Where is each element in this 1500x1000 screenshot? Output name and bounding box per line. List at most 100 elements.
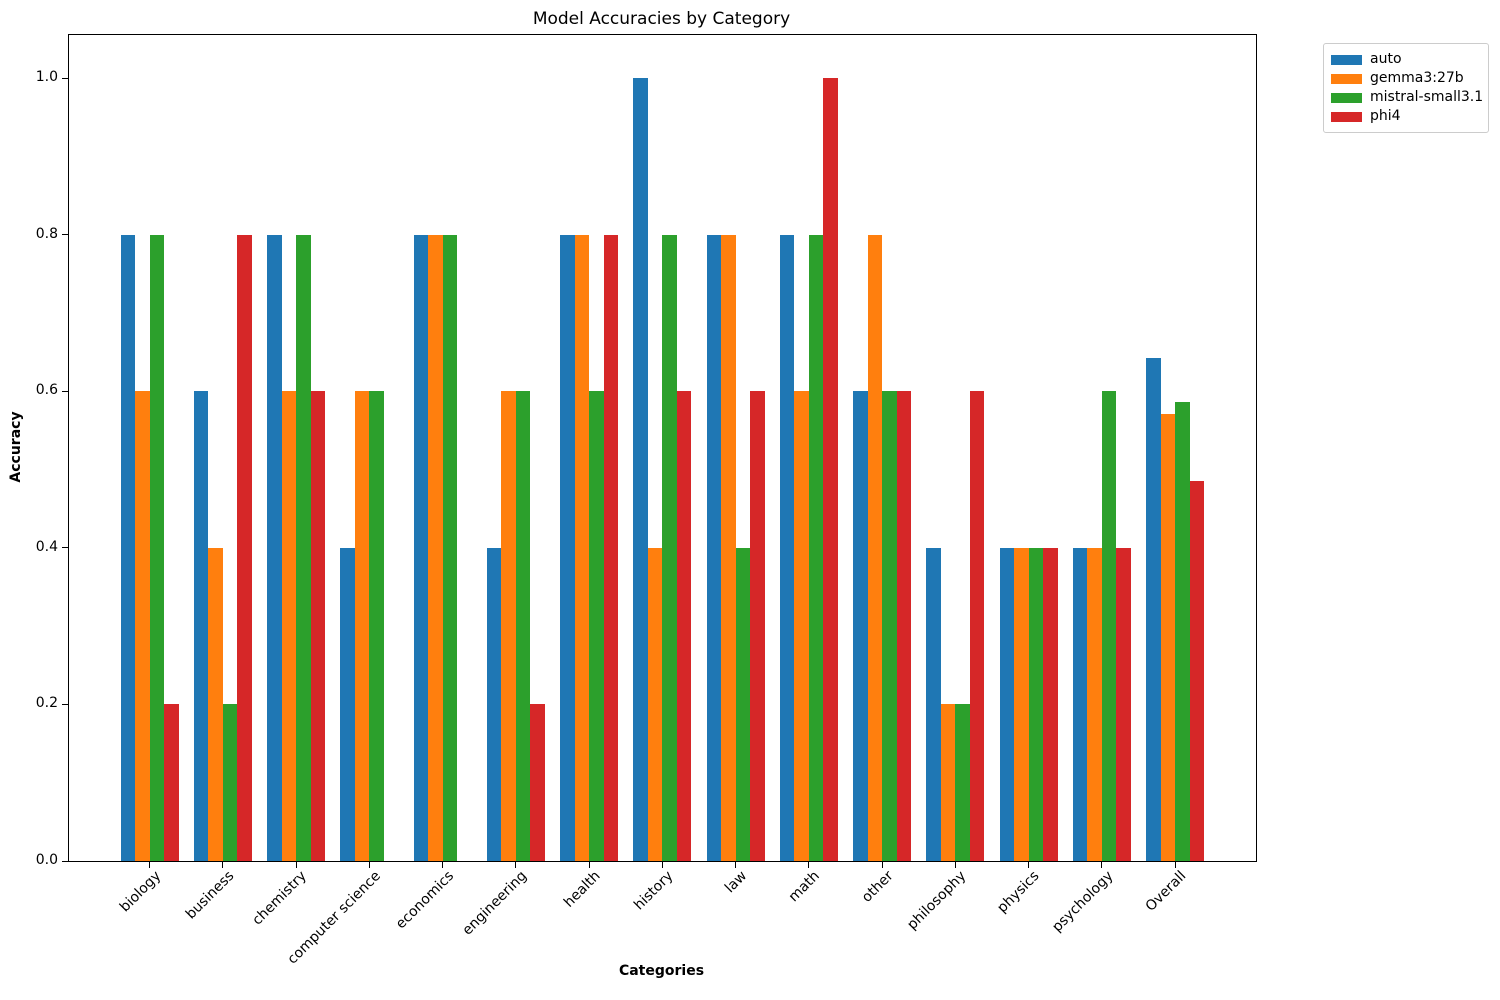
x-tick-mark <box>515 861 517 868</box>
bar-phi4 <box>969 391 985 861</box>
bar-auto <box>1072 547 1088 861</box>
bar-auto <box>633 78 648 861</box>
bar-phi4 <box>164 704 179 861</box>
bar-auto <box>340 547 355 861</box>
bar-gemma3:27b <box>208 547 223 861</box>
bar-group <box>120 35 179 861</box>
x-tick-label: engineering <box>459 868 531 939</box>
bar-gemma3:27b <box>428 234 443 861</box>
y-tick-mark <box>62 547 69 549</box>
y-axis-label: Accuracy <box>8 411 24 483</box>
y-tick-label: 1.0 <box>35 69 58 85</box>
bar-auto <box>560 234 575 861</box>
x-tick-mark <box>1101 861 1103 868</box>
x-tick-label: business <box>182 868 238 923</box>
x-tick-label: economics <box>392 868 457 933</box>
bar-phi4 <box>676 391 692 861</box>
bar-gemma3:27b <box>794 391 809 861</box>
bar-mistral-small3.1 <box>296 234 311 861</box>
bar-mistral-small3.1 <box>735 547 750 861</box>
legend-swatch-icon <box>1331 111 1362 122</box>
bar-group <box>1072 35 1131 861</box>
bar-mistral-small3.1 <box>1028 547 1043 861</box>
bar-group <box>340 35 398 861</box>
legend-label: mistral-small3.1 <box>1370 89 1484 105</box>
legend-item: auto <box>1331 50 1481 69</box>
bar-gemma3:27b <box>1160 413 1175 861</box>
legend-label: auto <box>1370 51 1402 67</box>
bar-gemma3:27b <box>940 704 956 861</box>
bar-auto <box>1146 357 1161 861</box>
bar-mistral-small3.1 <box>515 391 531 861</box>
bar-gemma3:27b <box>867 234 882 861</box>
bar-auto <box>926 547 941 861</box>
x-tick-label: other <box>858 868 897 906</box>
legend-item: gemma3:27b <box>1331 69 1481 88</box>
bar-group <box>706 35 765 861</box>
x-tick-mark <box>368 861 370 868</box>
bar-mistral-small3.1 <box>1175 402 1190 861</box>
x-tick-mark <box>588 861 590 868</box>
bar-mistral-small3.1 <box>955 704 970 861</box>
x-tick-label: psychology <box>1048 868 1117 936</box>
bar-gemma3:27b <box>1014 547 1029 861</box>
bar-mistral-small3.1 <box>808 234 824 861</box>
bar-gemma3:27b <box>1087 547 1102 861</box>
bar-gemma3:27b <box>135 391 150 861</box>
bar-auto <box>779 234 795 861</box>
bar-auto <box>706 234 721 861</box>
bar-gemma3:27b <box>721 234 736 861</box>
bar-mistral-small3.1 <box>1101 391 1117 861</box>
x-tick-mark <box>881 861 883 868</box>
bar-gemma3:27b <box>574 234 589 861</box>
x-tick-mark <box>222 861 224 868</box>
x-tick-label: history <box>631 868 677 914</box>
bar-auto <box>999 547 1014 861</box>
x-tick-label: physics <box>994 868 1043 917</box>
legend-swatch-icon <box>1331 92 1362 103</box>
bar-group <box>560 35 618 861</box>
x-tick-label: philosophy <box>904 868 970 934</box>
bar-auto <box>413 234 428 861</box>
x-tick-mark <box>735 861 736 868</box>
x-tick-mark <box>954 861 956 868</box>
chart-title: Model Accuracies by Category <box>532 9 791 29</box>
x-tick-label: biology <box>116 868 164 916</box>
bar-group <box>853 35 911 861</box>
bar-phi4 <box>1189 480 1204 861</box>
y-tick-mark <box>62 77 69 79</box>
bar-mistral-small3.1 <box>222 704 238 861</box>
legend-item: mistral-small3.1 <box>1331 88 1484 107</box>
y-tick-label: 0.6 <box>35 382 58 399</box>
bar-auto <box>193 391 209 861</box>
bar-phi4 <box>237 234 252 861</box>
x-tick-label: chemistry <box>249 868 311 929</box>
bar-gemma3:27b <box>647 547 663 861</box>
legend-swatch-icon <box>1331 73 1362 84</box>
bar-phi4 <box>310 391 325 861</box>
y-tick-mark <box>62 390 69 392</box>
bar-phi4 <box>823 78 838 861</box>
bar-gemma3:27b <box>501 391 516 861</box>
bar-auto <box>486 547 502 861</box>
bar-group <box>413 35 472 861</box>
bar-group <box>633 35 692 861</box>
bar-phi4 <box>1043 547 1058 861</box>
bar-auto <box>120 234 135 861</box>
bar-auto <box>853 391 868 861</box>
x-tick-label: law <box>721 868 750 897</box>
bar-gemma3:27b <box>354 391 370 861</box>
x-tick-mark <box>661 861 663 868</box>
legend-swatch-icon <box>1331 54 1362 65</box>
bar-mistral-small3.1 <box>662 234 677 861</box>
x-tick-mark <box>149 861 150 868</box>
bar-mistral-small3.1 <box>149 234 164 861</box>
legend-label: phi4 <box>1370 108 1401 124</box>
x-tick-label: math <box>785 868 824 906</box>
bar-group <box>779 35 838 861</box>
x-tick-mark <box>1028 861 1029 868</box>
legend-item: phi4 <box>1331 107 1481 126</box>
y-tick-label: 0.0 <box>35 852 58 868</box>
y-tick-label: 0.4 <box>35 538 58 555</box>
y-tick-mark <box>62 234 69 236</box>
